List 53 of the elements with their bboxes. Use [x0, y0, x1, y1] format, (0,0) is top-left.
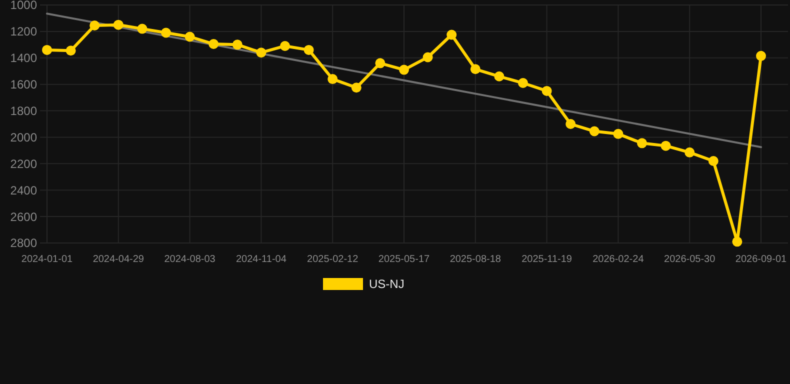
point	[542, 86, 552, 96]
x-tick-label: 2025-11-19	[522, 254, 572, 265]
point	[566, 119, 576, 129]
y-tick-label: 1200	[10, 24, 38, 39]
point	[732, 236, 742, 247]
x-tick-label: 2026-05-30	[664, 254, 716, 265]
point	[756, 50, 766, 61]
y-tick-label: 2000	[10, 130, 38, 144]
point	[494, 71, 504, 82]
point	[161, 28, 171, 38]
point	[90, 20, 100, 30]
point	[375, 58, 386, 68]
point	[304, 44, 314, 55]
x-tick-label: 2026-02-24	[592, 254, 644, 265]
legend-label: US-NJ	[369, 277, 404, 292]
point	[232, 40, 242, 50]
y-tick-label: 2800	[10, 236, 38, 250]
y-tick-label: 2600	[10, 210, 38, 224]
point	[351, 82, 362, 93]
point	[422, 52, 433, 62]
x-tick-label: 2025-02-12	[307, 254, 359, 265]
point	[399, 64, 409, 75]
point	[613, 128, 624, 139]
point	[208, 39, 219, 50]
y-tick-label: 1600	[10, 78, 38, 92]
point	[280, 40, 290, 51]
point	[42, 44, 52, 55]
y-tick-label: 2200	[10, 156, 38, 171]
y-tick-label: 1000	[10, 0, 38, 12]
point	[708, 156, 718, 166]
x-tick-label: 2025-05-17	[378, 254, 430, 265]
point	[518, 78, 528, 88]
point	[328, 74, 338, 84]
x-tick-label: 2024-08-03	[164, 254, 216, 265]
point	[66, 46, 76, 56]
x-tick-label: 2024-04-29	[92, 254, 144, 265]
point	[660, 140, 671, 151]
x-tick-label: 2024-11-04	[236, 254, 287, 265]
point	[684, 147, 695, 158]
point	[184, 32, 195, 42]
point	[113, 20, 124, 30]
point	[470, 64, 480, 74]
x-tick-label: 2025-08-18	[450, 254, 502, 265]
point	[589, 126, 600, 136]
x-tick-label: 2026-09-01	[735, 254, 788, 265]
x-tick-label: 2024-01-01	[21, 254, 74, 265]
y-tick-label: 1800	[10, 104, 38, 118]
point	[256, 48, 266, 58]
point	[446, 30, 457, 40]
y-tick-label: 1400	[10, 51, 38, 66]
point	[137, 24, 148, 34]
point	[637, 138, 647, 148]
y-tick-label: 2400	[10, 183, 38, 198]
